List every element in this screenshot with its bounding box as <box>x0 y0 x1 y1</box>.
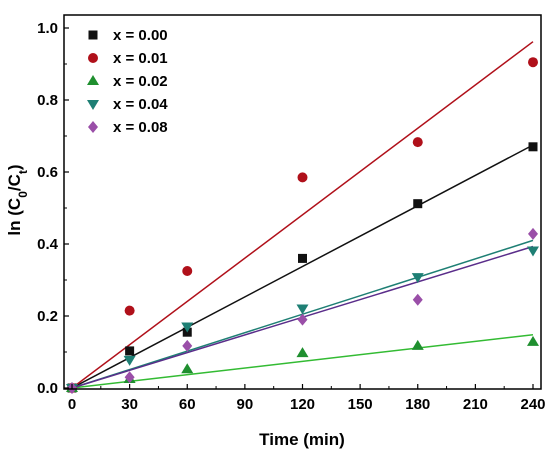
data-point-series-4 <box>297 313 308 326</box>
data-point-series-0 <box>125 346 135 356</box>
data-point-series-2 <box>411 339 424 350</box>
x-axis: 0 30 60 90 120 150 180 210 240 <box>68 384 546 413</box>
y-title-part-1: ln (C <box>5 198 24 236</box>
y-title-part-3: ) <box>5 164 24 170</box>
y-axis: 0.0 0.2 0.4 0.6 0.8 1.0 <box>37 20 69 397</box>
data-point-series-1 <box>412 137 423 148</box>
data-point-series-3 <box>181 322 194 333</box>
data-point-series-3 <box>123 355 136 366</box>
data-point-series-0 <box>413 199 423 209</box>
legend-label-0: x = 0.00 <box>113 27 168 44</box>
x-tick-label: 180 <box>405 396 430 413</box>
legend: x = 0.00 x = 0.01 x = 0.02 x = 0.04 x = 0.08 <box>87 27 168 136</box>
data-point-series-4 <box>412 293 423 306</box>
data-point-series-0 <box>528 142 538 152</box>
x-tick-label: 90 <box>237 396 254 413</box>
data-point-series-0 <box>298 253 307 263</box>
legend-marker-4 <box>88 121 98 133</box>
y-tick-label: 0.2 <box>37 308 58 325</box>
legend-label-3: x = 0.04 <box>113 96 168 113</box>
x-tick-label: 30 <box>121 396 138 413</box>
data-point-series-3 <box>296 304 309 315</box>
x-tick-label: 60 <box>179 396 196 413</box>
data-point-series-4 <box>528 227 538 240</box>
legend-marker-0 <box>88 30 98 40</box>
plot-frame <box>63 14 542 390</box>
y-axis-title: ln (C0/Ct) <box>5 164 30 235</box>
x-axis-title: Time (min) <box>259 430 345 449</box>
data-point-series-3 <box>527 246 539 257</box>
legend-marker-1 <box>88 53 98 63</box>
data-point-series-1 <box>124 305 135 316</box>
data-point-series-4 <box>124 371 135 384</box>
data-point-series-2 <box>181 363 194 374</box>
fit-lines <box>71 41 534 389</box>
y-tick-label: 0.8 <box>37 92 58 109</box>
data-point-series-4 <box>182 339 193 352</box>
x-tick-label: 0 <box>68 396 76 413</box>
data-point-series-1 <box>182 266 193 276</box>
fit-line-series-1 <box>71 41 534 389</box>
y-tick-label: 0.6 <box>37 164 58 181</box>
y-title-sub-0: 0 <box>16 191 30 198</box>
data-point-series-1 <box>297 172 308 183</box>
data-point-series-3 <box>411 273 424 284</box>
y-tick-label: 0.0 <box>37 380 58 397</box>
data-point-series-2 <box>527 335 539 346</box>
legend-label-2: x = 0.02 <box>113 73 168 90</box>
y-tick-label: 0.4 <box>37 236 59 253</box>
legend-label-1: x = 0.01 <box>113 50 168 67</box>
y-title-part-2: /C <box>5 174 24 191</box>
data-point-series-1 <box>528 57 538 68</box>
data-point-series-2 <box>296 347 309 358</box>
x-tick-label: 240 <box>520 396 545 413</box>
y-tick-label: 1.0 <box>37 20 58 37</box>
fit-line-series-0 <box>71 144 534 389</box>
x-tick-label: 150 <box>348 396 373 413</box>
x-tick-label: 120 <box>290 396 315 413</box>
legend-marker-2 <box>87 75 99 85</box>
x-tick-label: 210 <box>463 396 488 413</box>
fit-line-series-2 <box>71 333 534 389</box>
legend-label-4: x = 0.08 <box>113 119 168 136</box>
legend-marker-3 <box>87 100 99 110</box>
y-title-sub-t: t <box>16 170 30 174</box>
